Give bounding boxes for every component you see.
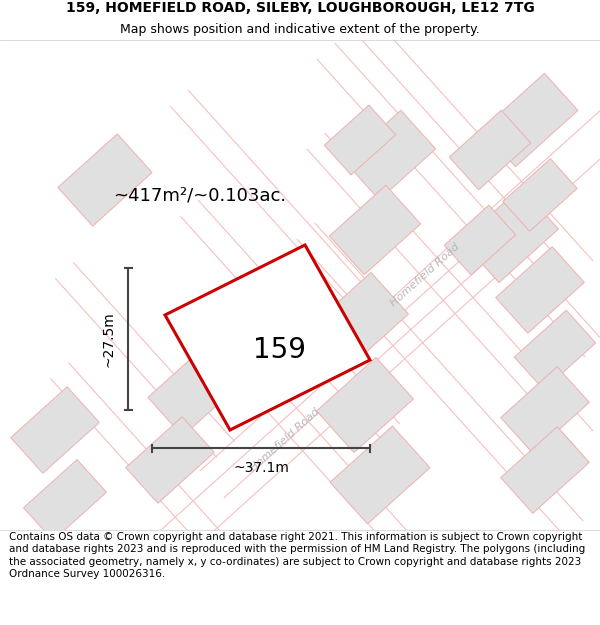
Polygon shape [317,357,413,452]
Polygon shape [58,134,152,226]
Polygon shape [330,426,430,524]
Polygon shape [126,417,214,503]
Polygon shape [311,272,409,368]
Polygon shape [329,185,421,275]
Polygon shape [496,247,584,333]
Polygon shape [449,110,531,190]
Text: ~27.5m: ~27.5m [102,311,116,367]
Text: 159, HOMEFIELD ROAD, SILEBY, LOUGHBOROUGH, LE12 7TG: 159, HOMEFIELD ROAD, SILEBY, LOUGHBOROUG… [65,1,535,15]
Polygon shape [461,188,559,282]
Polygon shape [514,310,596,390]
Text: Homefield Road: Homefield Road [389,241,461,309]
Text: Contains OS data © Crown copyright and database right 2021. This information is : Contains OS data © Crown copyright and d… [9,532,585,579]
Polygon shape [165,245,370,430]
Polygon shape [503,159,577,231]
Text: ~417m²/~0.103ac.: ~417m²/~0.103ac. [113,186,287,204]
Polygon shape [501,427,589,513]
Polygon shape [445,205,515,275]
Text: Map shows position and indicative extent of the property.: Map shows position and indicative extent… [120,24,480,36]
Text: Homefield Road: Homefield Road [248,406,322,474]
Text: ~37.1m: ~37.1m [233,461,289,475]
Polygon shape [11,387,99,473]
Polygon shape [23,459,106,541]
Polygon shape [344,110,436,200]
Polygon shape [148,344,242,436]
Polygon shape [482,73,578,167]
Polygon shape [325,105,395,175]
Polygon shape [501,367,589,453]
Text: 159: 159 [254,336,307,364]
